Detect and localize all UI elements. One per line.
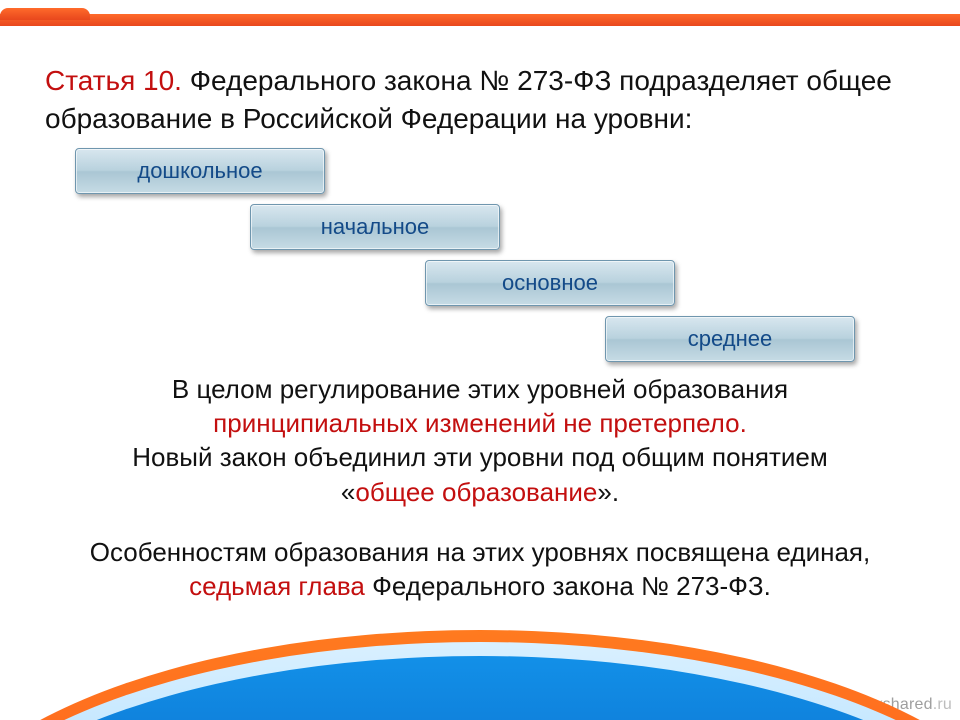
level-box-1: начальное: [250, 204, 500, 250]
p3: Особенностям образования на этих уровнях…: [45, 535, 915, 604]
level-box-3: среднее: [605, 316, 855, 362]
p2qc: ».: [597, 477, 619, 507]
p1a: В целом регулирование этих уровней образ…: [172, 374, 788, 404]
p3a: Особенностям образования на этих уровнях…: [90, 537, 870, 567]
p3b: Федерального закона № 273-ФЗ.: [365, 571, 771, 601]
p1hl: принципиальных изменений не претерпело.: [213, 408, 747, 438]
watermark-c: .ru: [933, 696, 952, 713]
p2qo: «: [341, 477, 355, 507]
top-stripe-red: [0, 14, 960, 26]
slide-content: Статья 10. Федерального закона № 273-ФЗ …: [45, 62, 915, 603]
swoosh-1: [0, 642, 960, 720]
watermark-b: shared: [883, 696, 933, 713]
swoosh-0: [0, 630, 960, 720]
swoosh-2: [0, 656, 960, 720]
p3hl: седьмая глава: [189, 571, 365, 601]
heading-article: Статья 10.: [45, 65, 182, 96]
heading: Статья 10. Федерального закона № 273-ФЗ …: [45, 62, 915, 138]
watermark: myshared.ru: [861, 696, 952, 714]
level-box-2: основное: [425, 260, 675, 306]
body-text: В целом регулирование этих уровней образ…: [45, 372, 915, 604]
level-box-0: дошкольное: [75, 148, 325, 194]
p2: Новый закон объединил эти уровни под общ…: [45, 440, 915, 509]
spacer: [45, 509, 915, 535]
p2hl: общее образование: [355, 477, 597, 507]
top-stripe: [0, 8, 960, 32]
p2a: Новый закон объединил эти уровни под общ…: [132, 442, 828, 472]
watermark-a: my: [861, 696, 883, 713]
p1: В целом регулирование этих уровней образ…: [45, 372, 915, 441]
levels-staircase: дошкольное начальное основное среднее: [45, 148, 915, 378]
